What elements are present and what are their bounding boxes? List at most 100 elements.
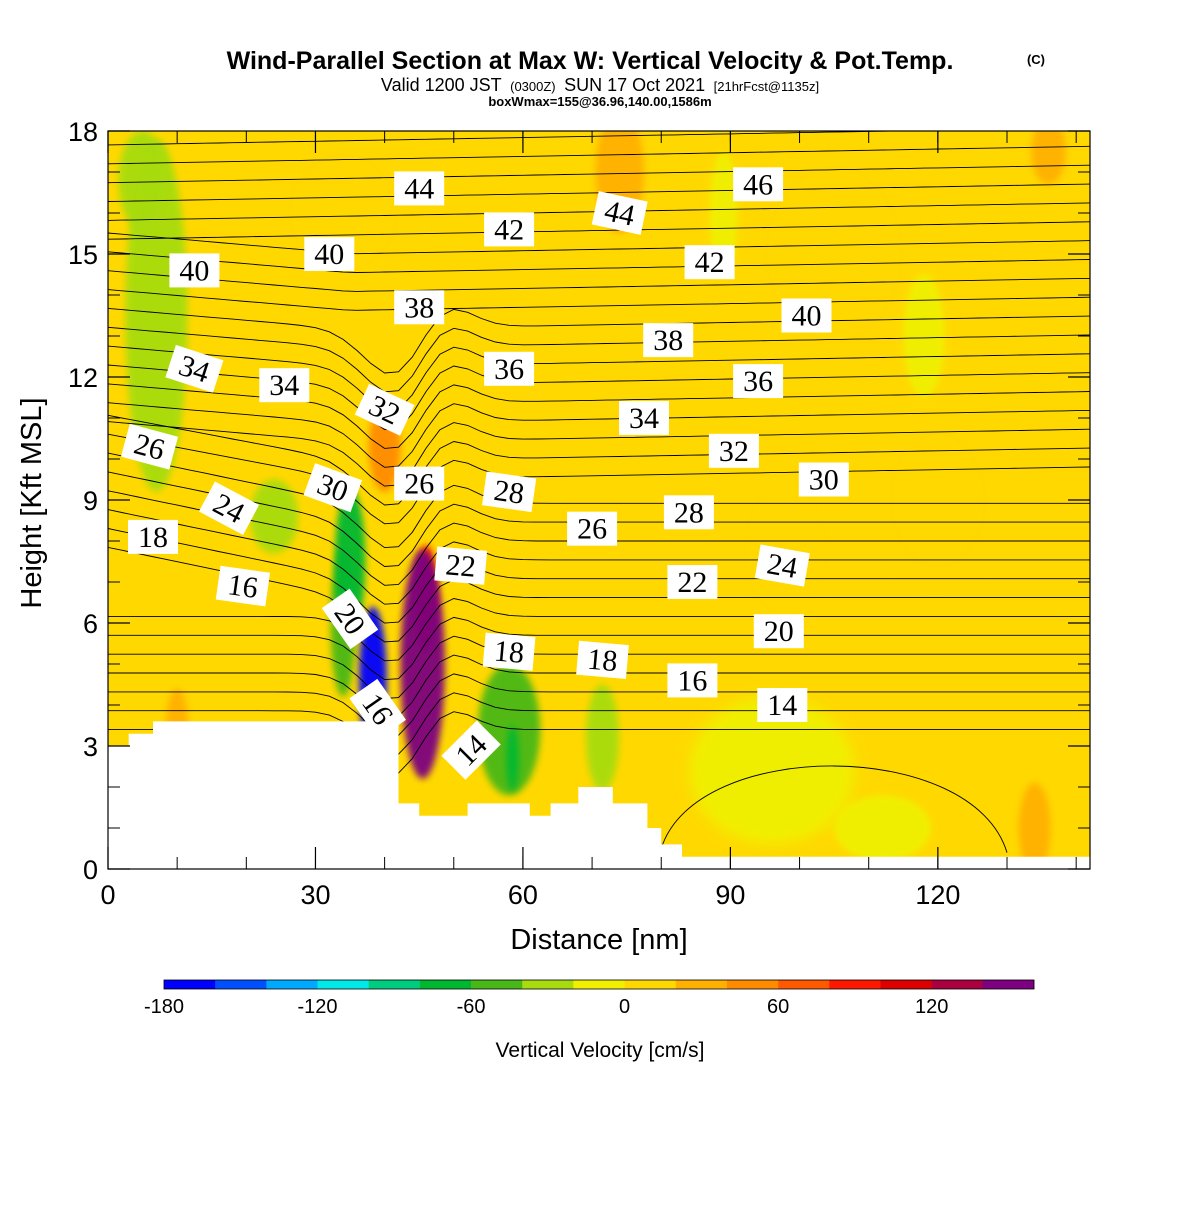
colorbar-swatch — [829, 980, 881, 989]
isentrope-14 — [108, 414, 1090, 506]
contour-label-44: 44 — [591, 191, 648, 235]
contour-label-text: 16 — [226, 568, 260, 605]
contour-label-24: 24 — [754, 544, 810, 587]
contour-label-text: 18 — [586, 643, 619, 678]
colorbar-frame — [163, 979, 1035, 990]
contour-label-text: 26 — [404, 468, 434, 501]
contour-label-text: 20 — [764, 615, 794, 648]
colorbar-swatch — [317, 980, 370, 989]
contour-label-46: 46 — [733, 167, 784, 202]
isentrope-24 — [108, 251, 1090, 273]
contour-label-text: 22 — [677, 566, 707, 599]
isentrope-6 — [108, 598, 1090, 662]
contour-label-14: 14 — [757, 688, 808, 722]
box-max-info: boxWmax=155@36.96,140.00,1586m — [488, 94, 711, 109]
contour-label-34: 34 — [619, 401, 669, 435]
w-feature-20 — [506, 725, 519, 792]
contour-label-30: 30 — [798, 462, 849, 497]
contour-label-text: 22 — [444, 548, 477, 583]
y-tick-label: 6 — [83, 609, 98, 639]
contour-label-42: 42 — [484, 212, 535, 247]
isentrope-13 — [108, 433, 1090, 525]
contour-label-text: 44 — [601, 194, 637, 233]
y-tick-label: 15 — [68, 240, 98, 270]
colorbar-tick-label: 120 — [915, 996, 948, 1018]
colorbar-tick-label: -180 — [144, 996, 184, 1018]
contour-label-16: 16 — [215, 565, 271, 607]
x-tick-label: 60 — [508, 880, 538, 910]
contour-label-16: 16 — [667, 663, 718, 698]
contour-label-44: 44 — [394, 171, 445, 206]
terrain-mask — [108, 721, 1090, 869]
colorbar-tick-label: -120 — [298, 996, 338, 1018]
isentrope-20 — [108, 326, 1090, 393]
contour-label-26: 26 — [567, 511, 618, 546]
isentrope-9 — [108, 509, 1090, 605]
isentrope-25 — [108, 232, 1090, 255]
contour-label-text: 42 — [494, 213, 524, 246]
isentrope-22 — [108, 289, 1090, 311]
chart-title: Wind-Parallel Section at Max W: Vertical… — [227, 47, 954, 75]
w-feature-0 — [875, 418, 1001, 582]
contour-label-text: 36 — [494, 353, 524, 386]
valid-date: SUN 17 Oct 2021 — [564, 75, 705, 95]
w-feature-10 — [585, 684, 620, 792]
contour-label-36: 36 — [484, 351, 535, 386]
contour-label-36: 36 — [733, 364, 784, 399]
w-feature-8 — [249, 479, 299, 554]
x-tick-label: 120 — [915, 880, 960, 910]
title-copyright-mark: (C) — [1027, 52, 1045, 67]
contour-label-38: 38 — [643, 323, 694, 358]
forecast-info: [21hrFcst@1135z] — [714, 79, 819, 94]
contour-label-text: 28 — [674, 496, 704, 529]
colorbar-tick-label: 60 — [767, 996, 789, 1018]
contour-label-22: 22 — [667, 565, 718, 599]
isentrope-32 — [108, 111, 1090, 127]
contour-label-26: 26 — [120, 423, 179, 470]
isentrope-12 — [108, 452, 1090, 549]
contour-label-42: 42 — [684, 245, 735, 280]
valid-prefix: Valid 1200 JST — [381, 75, 502, 95]
contour-label-text: 40 — [792, 300, 822, 333]
w-feature-7 — [903, 274, 945, 398]
contour-label-text: 14 — [767, 689, 797, 722]
contour-label-text: 42 — [695, 246, 725, 279]
isentrope-5 — [108, 616, 1090, 681]
contour-label-text: 40 — [179, 254, 209, 287]
y-tick-label: 18 — [68, 117, 98, 147]
colorbar-tick-label: 0 — [619, 996, 630, 1018]
isentrope-7 — [108, 546, 1090, 643]
contour-label-40: 40 — [304, 237, 355, 271]
w-feature-2 — [709, 151, 738, 275]
contour-label-18: 18 — [482, 632, 536, 671]
w-feature-6 — [834, 795, 931, 861]
contour-label-text: 44 — [404, 172, 434, 205]
contour-label-text: 38 — [653, 324, 683, 357]
y-tick-label: 9 — [83, 486, 98, 516]
colorbar-label: Vertical Velocity [cm/s] — [496, 1039, 705, 1062]
colorbar-swatch — [675, 980, 728, 989]
contour-label-34: 34 — [259, 368, 310, 403]
colorbar-swatch — [778, 980, 830, 989]
colorbar-swatch — [266, 980, 318, 989]
isentrope-low — [660, 765, 1008, 853]
contour-label-28: 28 — [663, 495, 714, 530]
isentrope-1 — [108, 692, 1090, 756]
colorbar-swatch — [164, 980, 216, 989]
contour-label-18: 18 — [128, 519, 178, 554]
contour-label-text: 18 — [493, 634, 526, 669]
contour-label-text: 32 — [719, 435, 749, 468]
contour-label-18: 18 — [576, 640, 629, 680]
colorbar-swatch — [471, 980, 523, 989]
isentrope-29 — [108, 164, 1090, 184]
contour-label-text: 34 — [629, 402, 659, 435]
isentrope-2 — [108, 673, 1090, 737]
colorbar-swatch — [215, 980, 267, 989]
x-tick-label: 90 — [715, 880, 745, 910]
colorbar-tick-label: -60 — [457, 996, 486, 1018]
contour-label-text: 24 — [765, 547, 800, 585]
contour-label-text: 36 — [743, 365, 773, 398]
